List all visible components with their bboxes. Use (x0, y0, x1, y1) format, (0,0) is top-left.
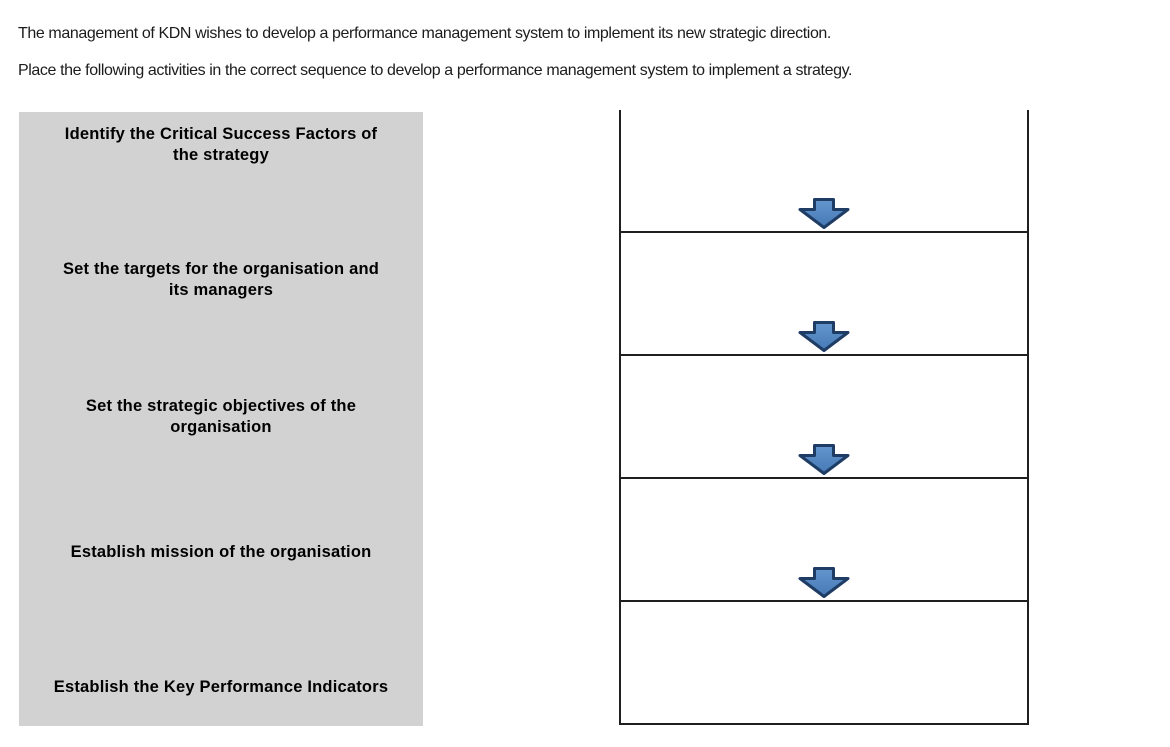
task-instruction-text: Place the following activities in the co… (18, 62, 853, 79)
activity-option-establish-mission[interactable]: Establish mission of the organisation (70, 543, 372, 561)
sequence-slot-1[interactable] (621, 110, 1027, 233)
down-arrow-icon (798, 444, 850, 475)
activity-option-set-targets[interactable]: Set the targets for the organisation and… (62, 260, 380, 299)
sequence-slot-3[interactable] (621, 356, 1027, 479)
scenario-text: The management of KDN wishes to develop … (18, 25, 831, 42)
activity-option-critical-success-factors[interactable]: Identify the Critical Success Factors of… (64, 125, 378, 164)
sequence-drop-area (619, 110, 1029, 725)
activity-option-strategic-objectives[interactable]: Set the strategic objectives of the orga… (85, 397, 357, 436)
down-arrow-icon (798, 321, 850, 352)
sequence-slot-4[interactable] (621, 479, 1027, 602)
sequence-slot-2[interactable] (621, 233, 1027, 356)
sequence-slot-5[interactable] (621, 602, 1027, 725)
down-arrow-icon (798, 198, 850, 229)
activity-option-key-performance-indicators[interactable]: Establish the Key Performance Indicators (53, 678, 389, 696)
down-arrow-icon (798, 567, 850, 598)
activity-options-panel: Identify the Critical Success Factors of… (19, 112, 423, 726)
